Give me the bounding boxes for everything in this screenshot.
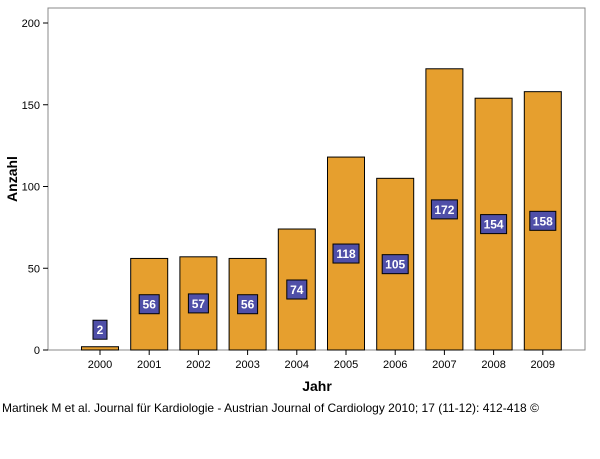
bars-group: 2 56 57 56 74 118 105 172 154 158 [81, 68, 562, 351]
x-tick-label: 2002 [186, 359, 210, 371]
data-label: 57 [192, 297, 206, 311]
data-label: 105 [385, 258, 405, 272]
data-label-box [332, 243, 360, 264]
data-label-box [92, 319, 108, 340]
x-tick-label: 2003 [235, 359, 259, 371]
data-label: 118 [336, 247, 356, 261]
x-tick-label: 2009 [531, 359, 555, 371]
x-axis-title: Jahr [302, 378, 332, 394]
y-axis-title: Anzahl [4, 156, 20, 202]
data-label-box [529, 210, 557, 231]
data-label-box [286, 279, 308, 300]
y-tick-label: 150 [22, 100, 40, 112]
x-tick-label: 2005 [334, 359, 358, 371]
x-tick-label: 2001 [137, 359, 161, 371]
data-label: 74 [290, 283, 304, 297]
data-label: 2 [97, 323, 104, 337]
x-tick-label: 2000 [88, 359, 112, 371]
x-axis: 2000 2001 2002 2003 2004 2005 2006 2007 2008 2009 [88, 350, 555, 371]
y-tick-label: 50 [28, 263, 40, 275]
data-label-box [430, 199, 458, 220]
y-tick-label: 200 [22, 18, 40, 30]
data-label-box [237, 294, 259, 315]
data-label-box [187, 293, 209, 314]
x-tick-label: 2004 [285, 359, 309, 371]
bar-2000 [81, 346, 119, 351]
y-axis: 0 50 100 150 200 [22, 18, 48, 357]
data-label: 158 [533, 214, 553, 228]
x-tick-label: 2008 [481, 359, 505, 371]
x-tick-label: 2006 [383, 359, 407, 371]
data-label: 56 [241, 298, 255, 312]
data-label-box [381, 254, 409, 275]
data-label: 154 [484, 218, 504, 232]
data-label: 56 [143, 298, 157, 312]
y-tick-label: 100 [22, 182, 40, 194]
citation-text: Martinek M et al. Journal für Kardiologi… [2, 401, 539, 415]
x-tick-label: 2007 [432, 359, 456, 371]
data-label-box [138, 294, 160, 315]
data-label: 172 [434, 203, 454, 217]
data-label-box [480, 214, 508, 235]
y-tick-label: 0 [34, 345, 40, 357]
